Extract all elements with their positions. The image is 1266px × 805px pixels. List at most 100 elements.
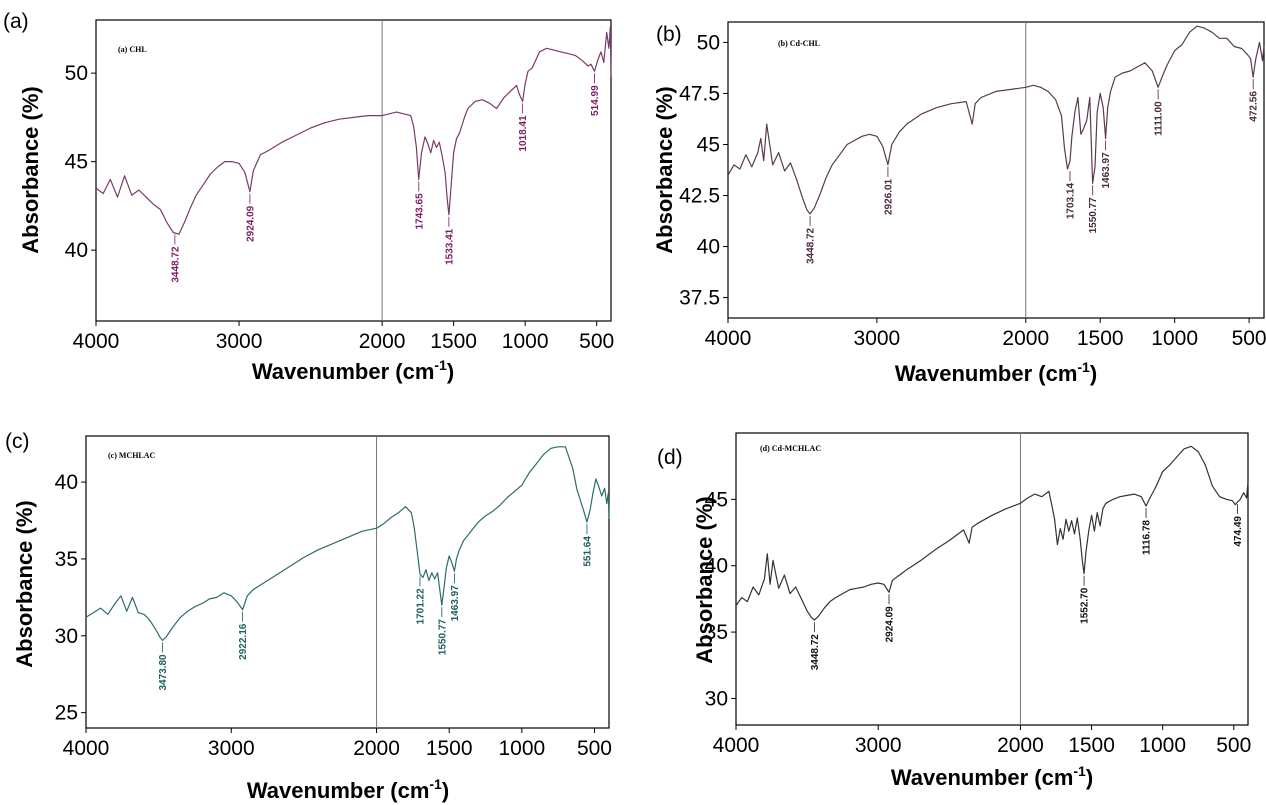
peak-label: 3473.80 xyxy=(158,654,169,691)
x-axis-title-main: Wavenumber (cm xyxy=(891,765,1074,790)
spectrum-line xyxy=(727,25,1265,215)
x-tick-label: 4000 xyxy=(705,327,752,350)
panel-b: (b) (b) Cd-CHL 4000 3000 2000 1500 1000 500 37.5… xyxy=(652,21,1266,386)
y-tick-label: 40 xyxy=(697,236,720,259)
x-tick-label: 2000 xyxy=(353,737,400,760)
x-tick-label: 500 xyxy=(1216,734,1251,757)
x-axis-title: Wavenumber (cm-1) xyxy=(247,776,449,803)
peak-label: 1018.41 xyxy=(518,115,529,152)
x-tick-label: 1500 xyxy=(1068,734,1115,757)
x-axis-title-end: ) xyxy=(1086,765,1093,790)
x-axis-title-main: Wavenumber (cm xyxy=(895,361,1078,386)
y-tick-label: 45 xyxy=(705,488,728,511)
panel-a: (a) (a) CHL 4000 3000 2000 1500 1000 500 40 45 50 A… xyxy=(3,10,614,384)
x-tick-label: 3000 xyxy=(855,734,902,757)
x-tick-label: 500 xyxy=(1232,327,1266,350)
panel-letter: (d) xyxy=(657,446,683,469)
peak-label: 1703.14 xyxy=(1065,183,1076,220)
spectrum-line xyxy=(85,446,610,642)
x-axis-title-main: Wavenumber (cm xyxy=(247,778,430,803)
y-tick-label: 35 xyxy=(705,621,728,644)
y-tick-label: 50 xyxy=(65,62,88,85)
x-tick-label: 1000 xyxy=(1139,734,1186,757)
peak-label: 472.56 xyxy=(1249,91,1260,122)
x-axis-title: Wavenumber (cm-1) xyxy=(891,763,1093,790)
panel-letter: (b) xyxy=(656,23,682,46)
x-tick-label: 1000 xyxy=(1151,327,1198,350)
x-tick-label: 1500 xyxy=(1077,327,1124,350)
inset-title: (c) MCHLAC xyxy=(108,451,156,460)
x-axis-title-end: ) xyxy=(1090,361,1097,386)
y-tick-label: 40 xyxy=(705,555,728,578)
peak-label: 2926.01 xyxy=(883,178,894,215)
x-axis-title-end: ) xyxy=(447,359,454,384)
inset-title: (b) Cd-CHL xyxy=(778,39,820,48)
y-axis-title: Absorbance (%) xyxy=(692,496,717,663)
panel-letter: (a) xyxy=(3,10,29,33)
y-tick-label: 50 xyxy=(697,31,720,54)
peak-label: 3448.72 xyxy=(810,634,821,671)
x-axis-title-end: ) xyxy=(442,778,449,803)
y-axis-title: Absorbance (%) xyxy=(18,86,43,253)
spectrum-line xyxy=(95,26,612,235)
peak-label: 2924.09 xyxy=(885,606,896,643)
plot-frame xyxy=(95,19,612,322)
y-axis-title: Absorbance (%) xyxy=(12,500,37,667)
peak-label: 1701.22 xyxy=(415,588,426,625)
y-tick-label: 30 xyxy=(705,687,728,710)
peak-label: 1550.77 xyxy=(437,619,448,656)
x-tick-label: 1500 xyxy=(430,330,477,353)
peak-label: 1111.00 xyxy=(1154,101,1165,136)
y-tick-label: 40 xyxy=(65,239,88,262)
x-tick-label: 2000 xyxy=(359,330,406,353)
peak-label: 1552.70 xyxy=(1080,587,1091,624)
x-tick-label: 4000 xyxy=(63,737,110,760)
x-tick-label: 4000 xyxy=(713,734,760,757)
peak-label: 1463.97 xyxy=(1101,152,1112,189)
x-axis-title-superscript: -1 xyxy=(1073,763,1086,779)
panel-c: (c) (c) MCHLAC 4000 3000 2000 1500 1000 500 25 30… xyxy=(5,430,612,803)
x-tick-label: 500 xyxy=(577,737,612,760)
peak-label: 474.49 xyxy=(1233,516,1244,547)
y-tick-label: 40 xyxy=(55,471,78,494)
peak-label: 1116.78 xyxy=(1142,520,1153,555)
plot-frame xyxy=(727,21,1265,319)
peak-label: 1463.97 xyxy=(450,585,461,622)
y-axis-title: Absorbance (%) xyxy=(652,86,677,253)
spectrum-line xyxy=(735,445,1249,621)
y-tick-label: 45 xyxy=(697,133,720,156)
y-tick-label: 37.5 xyxy=(679,287,720,310)
x-tick-label: 2000 xyxy=(1002,327,1049,350)
x-axis-title-superscript: -1 xyxy=(429,776,442,792)
x-axis-title-superscript: -1 xyxy=(1077,359,1090,375)
y-tick-label: 35 xyxy=(55,548,78,571)
peak-label: 2924.09 xyxy=(245,205,256,242)
x-axis-title: Wavenumber (cm-1) xyxy=(895,359,1097,386)
panel-letter: (c) xyxy=(5,430,30,453)
y-tick-label: 30 xyxy=(55,625,78,648)
peak-label: 514.99 xyxy=(590,85,601,116)
x-tick-label: 3000 xyxy=(216,330,263,353)
y-tick-label: 42.5 xyxy=(679,185,720,208)
x-axis-title-superscript: -1 xyxy=(434,357,447,373)
peak-label: 1550.77 xyxy=(1088,197,1099,234)
y-tick-label: 47.5 xyxy=(679,82,720,105)
peak-label: 551.64 xyxy=(582,536,593,567)
y-tick-label: 25 xyxy=(55,702,78,725)
x-tick-label: 4000 xyxy=(73,330,120,353)
panel-d: (d) (d) Cd-MCHLAC 4000 3000 2000 1500 1000 500 3… xyxy=(657,432,1251,790)
x-tick-label: 3000 xyxy=(854,327,901,350)
x-axis-title: Wavenumber (cm-1) xyxy=(252,357,454,384)
inset-title: (a) CHL xyxy=(118,45,147,54)
x-axis-title-main: Wavenumber (cm xyxy=(252,359,435,384)
x-tick-label: 1000 xyxy=(498,737,545,760)
x-tick-label: 500 xyxy=(579,330,614,353)
peak-label: 1743.65 xyxy=(414,193,425,230)
peak-label: 2922.16 xyxy=(238,623,249,660)
inset-title: (d) Cd-MCHLAC xyxy=(760,444,821,453)
x-tick-label: 3000 xyxy=(208,737,255,760)
x-tick-label: 1000 xyxy=(502,330,549,353)
peak-label: 3448.72 xyxy=(806,227,817,264)
plot-frame xyxy=(85,435,610,729)
x-tick-label: 1500 xyxy=(426,737,473,760)
